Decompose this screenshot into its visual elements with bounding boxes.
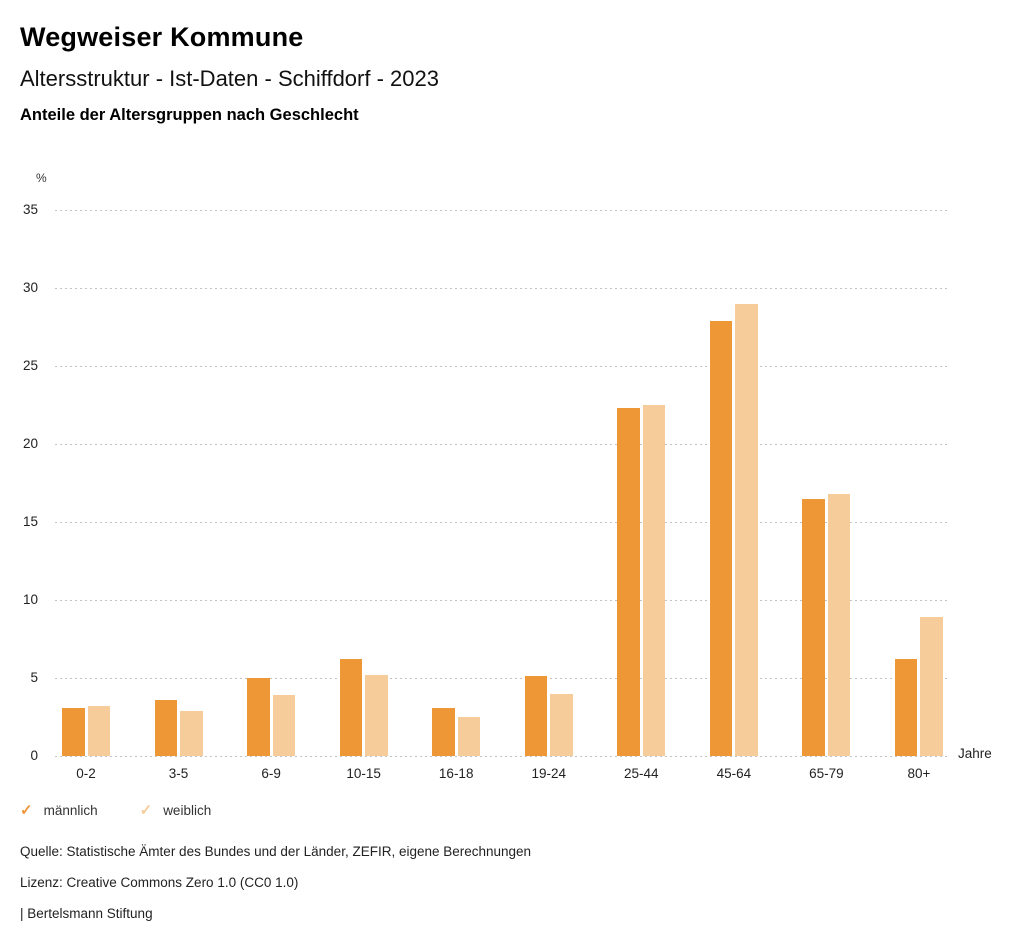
bar-männlich-65-79[interactable] [802, 498, 825, 756]
chart-subtitle: Altersstruktur - Ist-Daten - Schiffdorf … [20, 66, 439, 91]
bar-weiblich-6-9[interactable] [272, 695, 296, 756]
y-tick-label-15: 15 [22, 514, 38, 529]
source-note: Quelle: Statistische Ämter des Bundes un… [20, 844, 532, 859]
legend-label: männlich [43, 803, 98, 818]
x-tick-label-16-18: 16-18 [438, 766, 474, 781]
x-tick-label-3-5: 3-5 [168, 766, 189, 781]
chart-heading: Anteile der Altersgruppen nach Geschlech… [20, 106, 359, 124]
bar-group-3-5 [154, 699, 203, 756]
x-tick-label-6-9: 6-9 [261, 766, 281, 781]
bar-weiblich-45-64[interactable] [735, 303, 758, 756]
bar-weiblich-0-2[interactable] [87, 706, 110, 756]
bar-weiblich-65-79[interactable] [827, 493, 851, 756]
legend-label: weiblich [163, 803, 212, 818]
bar-group-10-15 [339, 659, 388, 756]
bar-group-16-18 [432, 707, 481, 756]
gridline-y-25 [55, 366, 950, 367]
gridline-y-30 [55, 288, 950, 289]
y-tick-label-5: 5 [30, 670, 38, 685]
bar-männlich-3-5[interactable] [154, 699, 178, 756]
bar-group-19-24 [524, 676, 573, 756]
legend-item-männlich[interactable]: ✓ männlich [20, 803, 98, 818]
y-tick-label-20: 20 [22, 436, 38, 451]
bar-group-6-9 [247, 678, 296, 756]
plot-area [55, 210, 950, 757]
gridline-y-35 [55, 210, 950, 211]
y-tick-label-10: 10 [22, 592, 38, 607]
gridline-y-15 [55, 522, 950, 523]
y-tick-label-25: 25 [22, 358, 38, 373]
bar-männlich-25-44[interactable] [617, 408, 640, 756]
gridline-y-20 [55, 444, 950, 445]
y-axis-unit-label: % [36, 171, 47, 185]
bar-weiblich-3-5[interactable] [180, 710, 203, 756]
bar-männlich-6-9[interactable] [247, 678, 270, 756]
x-tick-label-25-44: 25-44 [624, 766, 659, 781]
bar-group-65-79 [802, 493, 851, 756]
x-tick-label-0-2: 0-2 [76, 766, 96, 781]
x-axis-unit-label: Jahre [958, 746, 992, 761]
page-title: Wegweiser Kommune [20, 22, 304, 52]
bar-männlich-0-2[interactable] [62, 707, 85, 756]
bar-group-0-2 [62, 706, 110, 756]
bar-weiblich-10-15[interactable] [365, 674, 388, 756]
bar-weiblich-19-24[interactable] [550, 693, 573, 756]
x-tick-label-80+: 80+ [907, 766, 931, 781]
bar-weiblich-16-18[interactable] [457, 717, 481, 756]
gridline-y-0 [55, 756, 950, 757]
attribution-note: | Bertelsmann Stiftung [20, 906, 153, 921]
x-tick-label-65-79: 65-79 [809, 766, 844, 781]
bar-group-80+ [894, 617, 943, 756]
x-tick-label-19-24: 19-24 [531, 766, 567, 781]
bar-group-45-64 [709, 303, 758, 756]
legend: ✓ männlich ✓ weiblich [20, 803, 211, 818]
bar-männlich-19-24[interactable] [524, 676, 548, 756]
y-tick-label-30: 30 [22, 280, 38, 295]
checkmark-icon: ✓ [139, 802, 153, 819]
license-note: Lizenz: Creative Commons Zero 1.0 (CC0 1… [20, 875, 299, 890]
bar-weiblich-25-44[interactable] [642, 405, 666, 756]
x-tick-label-45-64: 45-64 [716, 766, 752, 781]
bar-group-25-44 [617, 405, 666, 756]
y-tick-label-35: 35 [22, 202, 38, 217]
legend-item-weiblich[interactable]: ✓ weiblich [140, 803, 212, 818]
bar-männlich-45-64[interactable] [709, 320, 733, 756]
checkmark-icon: ✓ [20, 802, 33, 819]
x-tick-label-10-15: 10-15 [346, 766, 381, 781]
bar-weiblich-80+[interactable] [920, 617, 943, 756]
bar-männlich-16-18[interactable] [432, 707, 455, 756]
bar-männlich-10-15[interactable] [339, 659, 363, 756]
y-tick-label-0: 0 [30, 748, 38, 763]
gridline-y-5 [55, 678, 950, 679]
bar-männlich-80+[interactable] [894, 659, 918, 756]
gridline-y-10 [55, 600, 950, 601]
